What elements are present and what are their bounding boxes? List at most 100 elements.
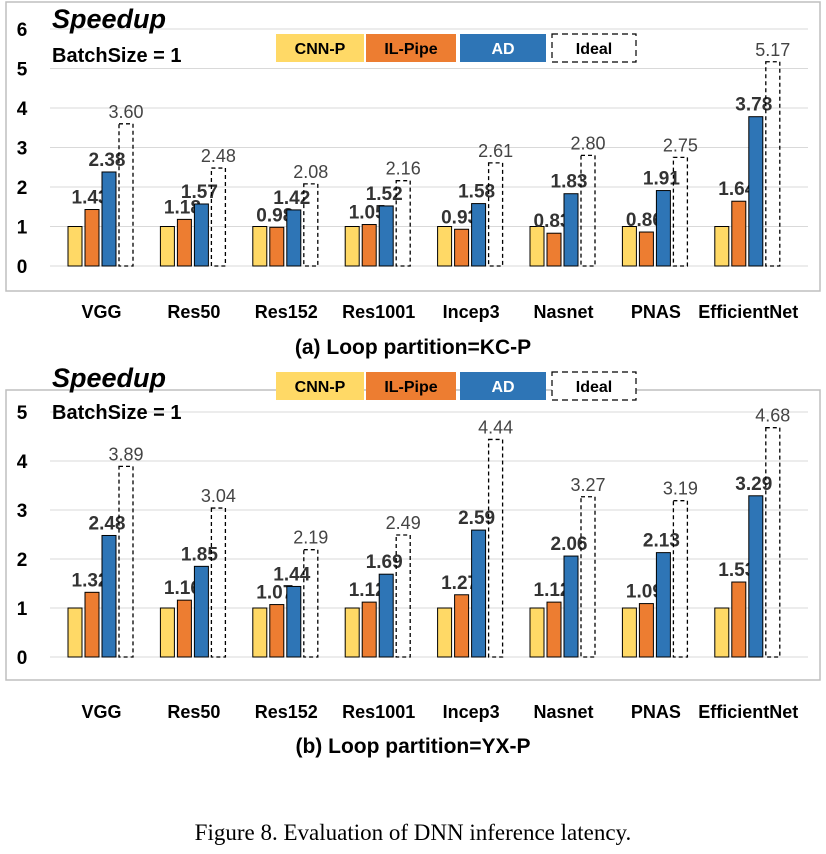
x-tick-label: Nasnet — [533, 702, 593, 722]
chart-panel-b: 0 1 2 3 4 5 Speedup BatchSize = 1 CNN-P IL-Pipe AD… — [5, 363, 821, 758]
bar-ilpipe — [454, 228, 470, 267]
legend-swatch-ilpipe — [366, 34, 456, 62]
bar-ilpipe — [546, 232, 562, 267]
data-label-ad: 3.78 — [735, 95, 772, 116]
bar-ad — [471, 203, 487, 267]
bar-ideal — [580, 496, 596, 658]
legend-label-ilpipe: IL-Pipe — [384, 41, 437, 58]
legend-label-ad: AD — [491, 379, 514, 396]
bar-ad — [286, 585, 302, 658]
bar-ilpipe — [84, 591, 100, 658]
bar-ilpipe — [84, 209, 100, 267]
bar-ad — [748, 495, 764, 658]
y-tick-label: 4 — [17, 99, 28, 120]
x-tick-label: Res50 — [167, 702, 220, 722]
data-label-ad: 1.57 — [181, 182, 218, 203]
x-tick-label: Nasnet — [533, 302, 593, 322]
bar-ilpipe — [454, 594, 470, 658]
panel-caption: (b) Loop partition=YX-P — [295, 735, 530, 758]
bar-ad — [378, 573, 394, 658]
bar-ideal — [672, 500, 689, 658]
data-label-ideal: 3.89 — [108, 444, 143, 464]
bar-ilpipe — [638, 231, 654, 267]
bar-cnnp — [159, 226, 175, 267]
figure-caption: Figure 8. Evaluation of DNN inference la… — [194, 820, 632, 845]
x-tick-label: PNAS — [631, 302, 681, 322]
y-tick-label: 0 — [17, 257, 28, 278]
legend-swatch-cnnp — [276, 372, 364, 400]
chart-title: Speedup — [52, 4, 166, 34]
chart-panel-a: 0 1 2 3 4 5 6 Speedup BatchSize = 1 CNN-P IL-Pipe A… — [5, 1, 821, 359]
data-label-ilpipe: 1.07 — [256, 583, 293, 604]
legend-label-cnnp: CNN-P — [295, 379, 346, 396]
bar-ad — [101, 171, 117, 267]
data-label-ideal: 2.19 — [293, 528, 328, 548]
bar-ad — [471, 529, 487, 658]
data-label-ad: 1.83 — [551, 172, 588, 193]
bar-cnnp — [621, 607, 637, 658]
data-label-ideal: 2.80 — [570, 133, 605, 153]
legend-swatch-ideal — [551, 371, 637, 401]
bar-ad — [655, 190, 671, 267]
y-tick-label: 4 — [17, 452, 28, 473]
bar-ad — [563, 555, 579, 658]
chart-subtitle: BatchSize = 1 — [52, 45, 182, 67]
bar-ad — [193, 565, 209, 658]
legend-swatch-ad — [460, 372, 546, 400]
legend-swatch-cnnp — [276, 34, 364, 62]
y-tick-label: 1 — [17, 218, 28, 239]
bar-ideal — [487, 162, 504, 267]
panel-caption: (a) Loop partition=KC-P — [295, 336, 531, 359]
data-label-ad: 1.85 — [181, 544, 218, 565]
data-label-ideal: 3.04 — [201, 486, 236, 506]
data-label-ideal: 2.16 — [386, 159, 421, 179]
bar-ideal — [487, 438, 504, 658]
legend-swatch-ad — [460, 34, 546, 62]
bar-ilpipe — [638, 603, 654, 658]
bar-ilpipe — [361, 224, 377, 267]
y-tick-label: 3 — [17, 501, 28, 522]
data-label-ilpipe: 0.93 — [441, 207, 478, 228]
legend-label-ideal: Ideal — [576, 379, 612, 396]
data-label-ad: 1.91 — [643, 169, 680, 190]
bar-cnnp — [529, 607, 545, 658]
y-tick-label: 2 — [17, 178, 28, 199]
data-label-ad: 1.44 — [273, 564, 310, 585]
y-tick-label: 2 — [17, 550, 28, 571]
x-tick-label: Res50 — [167, 302, 220, 322]
bar-cnnp — [437, 226, 453, 267]
data-label-ilpipe: 1.16 — [164, 578, 201, 599]
bar-cnnp — [159, 607, 175, 658]
legend-label-cnnp: CNN-P — [295, 41, 346, 58]
data-label-ad: 1.58 — [458, 182, 495, 203]
bar-ideal — [765, 61, 781, 267]
data-label-ilpipe: 1.05 — [349, 203, 386, 224]
bar-cnnp — [344, 226, 360, 267]
bar-ilpipe — [731, 581, 747, 658]
bar-ilpipe — [731, 200, 747, 267]
data-label-ideal: 2.61 — [478, 141, 513, 161]
data-label-ilpipe: 0.98 — [256, 205, 293, 226]
data-label-ideal: 3.60 — [108, 102, 143, 122]
data-label-ad: 3.29 — [735, 474, 772, 495]
x-tick-label: Res1001 — [342, 702, 415, 722]
data-label-ilpipe: 1.43 — [72, 188, 109, 209]
bar-ilpipe — [361, 601, 377, 658]
bar-ilpipe — [269, 226, 285, 267]
legend-label-ideal: Ideal — [576, 41, 612, 58]
bar-ilpipe — [269, 604, 285, 658]
data-label-ilpipe: 1.18 — [164, 197, 201, 218]
bar-ideal — [303, 549, 319, 658]
bar-ideal — [210, 167, 227, 267]
bar-ad — [563, 193, 579, 267]
data-label-ideal: 4.44 — [478, 417, 513, 437]
data-label-ad: 1.52 — [366, 184, 403, 205]
bar-ilpipe — [176, 218, 192, 267]
bar-cnnp — [714, 607, 730, 658]
bar-ideal — [118, 465, 134, 658]
x-tick-label: Res1001 — [342, 302, 415, 322]
bar-ad — [655, 552, 671, 658]
bar-ilpipe — [176, 599, 192, 658]
y-tick-label: 5 — [17, 403, 28, 424]
